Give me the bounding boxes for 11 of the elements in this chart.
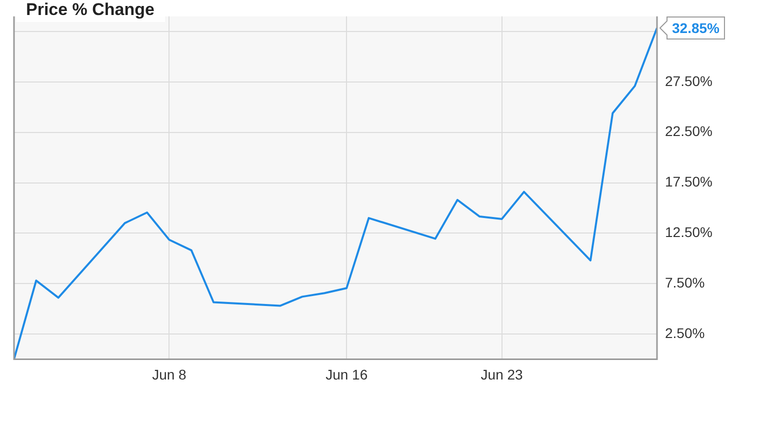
- y-tick-label: 22.50%: [665, 123, 712, 140]
- x-tick-label: Jun 8: [152, 366, 187, 382]
- annotation: 32.85%: [672, 20, 720, 36]
- x-tick-label: Jun 23: [480, 366, 524, 382]
- y-tick-label: 7.50%: [665, 274, 705, 290]
- y-tick-label: 2.50%: [665, 324, 705, 341]
- chart-title: Price % Change: [16, 0, 164, 22]
- y-tick-label: 17.50%: [665, 174, 712, 190]
- y-tick-label: 27.50%: [665, 72, 712, 89]
- x-tick-label: Jun 16: [326, 366, 368, 382]
- y-tick-label: 12.50%: [665, 224, 712, 240]
